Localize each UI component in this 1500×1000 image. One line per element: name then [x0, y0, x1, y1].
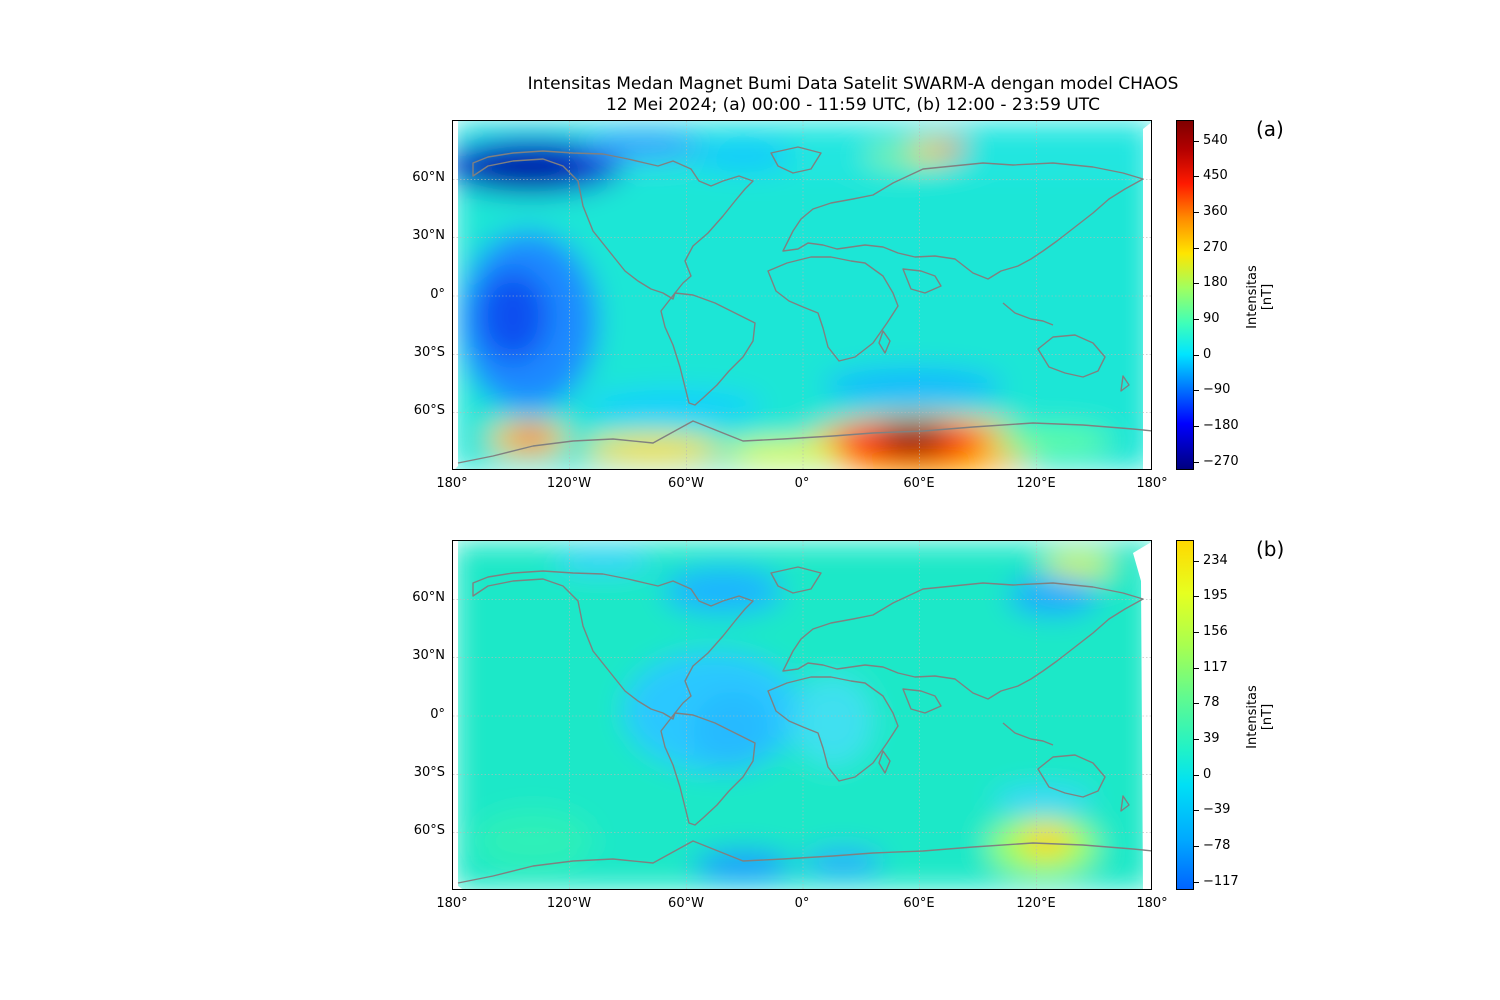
lon-label-180e-b: 180° — [1136, 896, 1168, 911]
colorbar-a-tick-label: 360 — [1203, 204, 1228, 219]
map-b-svg — [453, 541, 1151, 889]
lat-label-60n-a: 60°N — [412, 170, 445, 185]
colorbar-a-tick — [1194, 426, 1199, 427]
figure-title-line1: Intensitas Medan Magnet Bumi Data Sateli… — [527, 74, 1179, 94]
colorbar-a — [1176, 120, 1194, 470]
colorbar-a-tick-label: −180 — [1203, 418, 1239, 433]
lat-label-30s-b: 30°S — [413, 765, 445, 780]
colorbar-b-tick — [1194, 632, 1199, 633]
colorbar-b-tick — [1194, 775, 1199, 776]
colorbar-b-tick-label: −117 — [1203, 874, 1239, 889]
coastlines-a — [457, 146, 1151, 464]
colorbar-b-tick — [1194, 882, 1199, 883]
map-panel-b — [452, 540, 1152, 890]
colorbar-b-tick — [1194, 703, 1199, 704]
lat-label-0-a: 0° — [430, 287, 445, 302]
lon-label-180e-a: 180° — [1136, 476, 1168, 491]
colorbar-a-tick-label: 270 — [1203, 240, 1228, 255]
colorbar-a-tick-label: 90 — [1203, 311, 1220, 326]
map-panel-a — [452, 120, 1152, 470]
lon-label-120e-b: 120°E — [1016, 896, 1056, 911]
intensity-field-b — [453, 541, 1151, 889]
colorbar-b-tick-label: 78 — [1203, 695, 1220, 710]
colorbar-b-label-line1: Intensitas — [1245, 685, 1260, 749]
colorbar-b-tick — [1194, 810, 1199, 811]
lon-label-180w-a: 180° — [436, 476, 468, 491]
colorbar-a-tick — [1194, 141, 1199, 142]
lat-label-30s-a: 30°S — [413, 345, 445, 360]
colorbar-a-tick — [1194, 176, 1199, 177]
colorbar-b-tick — [1194, 561, 1199, 562]
colorbar-a-label-line1: Intensitas — [1245, 265, 1260, 329]
lon-label-60w-b: 60°W — [668, 896, 704, 911]
lon-label-120w-a: 120°W — [546, 476, 592, 491]
colorbar-a-tick-label: 540 — [1203, 133, 1228, 148]
lat-label-30n-a: 30°N — [412, 228, 445, 243]
lat-label-30n-b: 30°N — [412, 648, 445, 663]
intensity-field-a — [453, 121, 1151, 469]
lon-label-60e-a: 60°E — [903, 476, 935, 491]
gridlines-b — [453, 541, 1151, 889]
lat-label-60s-a: 60°S — [413, 403, 445, 418]
lat-label-60n-b: 60°N — [412, 590, 445, 605]
lon-label-180w-b: 180° — [436, 896, 468, 911]
colorbar-b-tick — [1194, 596, 1199, 597]
lon-label-120w-b: 120°W — [546, 896, 592, 911]
colorbar-b-label: Intensitas [nT] — [1245, 617, 1275, 817]
colorbar-a-tick-label: −90 — [1203, 382, 1231, 397]
colorbar-b-tick-label: 234 — [1203, 553, 1228, 568]
colorbar-a-tick-label: −270 — [1203, 454, 1239, 469]
colorbar-a-tick — [1194, 319, 1199, 320]
lon-label-0-a: 0° — [794, 476, 810, 491]
lat-label-60s-b: 60°S — [413, 823, 445, 838]
lon-label-0-b: 0° — [794, 896, 810, 911]
colorbar-a-tick-label: 0 — [1203, 347, 1212, 362]
figure-title-line2: 12 Mei 2024; (a) 00:00 - 11:59 UTC, (b) … — [605, 95, 1101, 115]
colorbar-b-label-line2: [nT] — [1260, 703, 1275, 731]
colorbar-b-tick-label: 117 — [1203, 660, 1228, 675]
colorbar-b-tick-label: 39 — [1203, 731, 1220, 746]
colorbar-b-tick-label: −39 — [1203, 802, 1231, 817]
colorbar-b-tick — [1194, 846, 1199, 847]
colorbar-a-tick — [1194, 462, 1199, 463]
panel-tag-a: (a) — [1256, 117, 1284, 141]
colorbar-a-tick — [1194, 283, 1199, 284]
colorbar-b — [1176, 540, 1194, 890]
colorbar-b-tick-label: −78 — [1203, 838, 1231, 853]
panel-tag-b: (b) — [1256, 537, 1285, 561]
colorbar-b-tick-label: 0 — [1203, 767, 1212, 782]
colorbar-a-tick-label: 180 — [1203, 275, 1228, 290]
colorbar-a-tick — [1194, 390, 1199, 391]
map-a-svg — [453, 121, 1151, 469]
lon-label-60w-a: 60°W — [668, 476, 704, 491]
colorbar-a-tick — [1194, 212, 1199, 213]
colorbar-b-tick — [1194, 668, 1199, 669]
lon-label-120e-a: 120°E — [1016, 476, 1056, 491]
colorbar-a-label-line2: [nT] — [1260, 283, 1275, 311]
coastlines-b — [457, 566, 1151, 884]
colorbar-b-tick — [1194, 739, 1199, 740]
colorbar-a-label: Intensitas [nT] — [1245, 197, 1275, 397]
colorbar-b-tick-label: 156 — [1203, 624, 1228, 639]
lat-label-0-b: 0° — [430, 707, 445, 722]
colorbar-a-tick — [1194, 248, 1199, 249]
colorbar-a-tick — [1194, 355, 1199, 356]
lon-label-60e-b: 60°E — [903, 896, 935, 911]
colorbar-b-tick-label: 195 — [1203, 588, 1228, 603]
gridlines-a — [453, 121, 1151, 469]
colorbar-a-tick-label: 450 — [1203, 168, 1228, 183]
